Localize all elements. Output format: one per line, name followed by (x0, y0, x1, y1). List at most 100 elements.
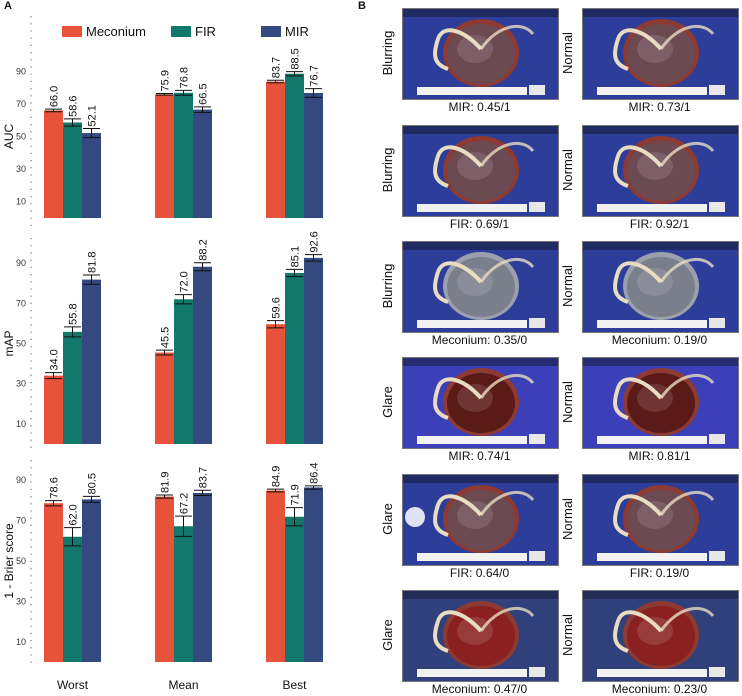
row-label-right: Normal (560, 32, 575, 74)
bar-fir-mean (174, 92, 193, 218)
y-tick-label: 70 (16, 99, 26, 109)
example-photo-left (402, 241, 559, 333)
panel-b-label: B (358, 0, 366, 12)
bar-fir-mean (174, 299, 193, 444)
y-tick-label: 30 (16, 596, 26, 606)
data-label: 81.9 (160, 472, 172, 493)
bar-meconium-best (266, 324, 285, 444)
data-label: 52.1 (87, 105, 99, 126)
example-photo-right (582, 8, 739, 100)
row-label-left: Glare (380, 386, 395, 418)
legend-swatch-mir (261, 26, 281, 37)
data-label: 62.0 (68, 504, 80, 525)
example-photo-left (402, 8, 559, 100)
bar-mir-worst (82, 499, 101, 662)
caption-right: Meconium: 0.23/0 (611, 682, 708, 696)
y-tick-label: 30 (16, 379, 26, 389)
caption-left: MIR: 0.74/1 (448, 449, 511, 463)
data-label: 72.0 (179, 271, 191, 292)
bar-mir-worst (82, 133, 101, 218)
bar-chart: Meconium FIR MIR 10 30 50 70 90 AUC 66.0 75.9 83.7 5… (2, 16, 323, 692)
data-label: 80.5 (87, 473, 99, 494)
data-label: 84.9 (271, 466, 283, 487)
example-photo-left (402, 474, 559, 566)
example-photo-right (582, 357, 739, 449)
y-tick-label: 10 (16, 419, 26, 429)
data-label: 66.0 (49, 86, 61, 107)
bar-meconium-worst (44, 503, 63, 662)
row-label-right: Normal (560, 381, 575, 423)
y-tick-label: 90 (16, 258, 26, 268)
data-label: 83.7 (198, 467, 210, 488)
bar-meconium-best (266, 490, 285, 662)
x-tick-label-mean: Mean (168, 678, 198, 692)
data-label: 58.6 (68, 95, 80, 116)
caption-right: MIR: 0.81/1 (628, 449, 691, 463)
data-label: 81.8 (87, 252, 99, 273)
y-axis-label: AUC (2, 124, 16, 150)
data-label: 85.1 (290, 246, 302, 267)
bar-mir-mean (193, 109, 212, 218)
panel-a-label: A (4, 0, 12, 12)
example-photo-right (582, 590, 739, 682)
y-tick-label: 50 (16, 556, 26, 566)
caption-right: FIR: 0.92/1 (629, 217, 690, 231)
bar-mir-mean (193, 266, 212, 444)
bar-meconium-worst (44, 110, 63, 218)
data-label: 71.9 (290, 484, 302, 505)
y-tick-label: 90 (16, 66, 26, 76)
example-photo-right (582, 125, 739, 217)
data-label: 75.9 (160, 70, 172, 91)
bar-fir-best (285, 272, 304, 444)
data-label: 92.6 (309, 231, 321, 252)
bar-fir-best (285, 516, 304, 662)
data-label: 55.8 (68, 303, 80, 324)
y-tick-label: 70 (16, 516, 26, 526)
bar-mir-best (304, 92, 323, 218)
caption-right: MIR: 0.73/1 (628, 100, 691, 114)
row-label-left: Blurring (380, 263, 395, 309)
data-label: 59.6 (271, 297, 283, 318)
example-photo-right (582, 474, 739, 566)
y-tick-label: 50 (16, 132, 26, 142)
bar-meconium-mean (155, 352, 174, 444)
x-tick-label-worst: Worst (57, 678, 89, 692)
bar-fir-worst (63, 536, 82, 662)
bar-meconium-best (266, 81, 285, 218)
bar-mir-best (304, 257, 323, 444)
bar-fir-mean (174, 526, 193, 662)
data-label: 83.7 (271, 57, 283, 78)
data-label: 67.2 (179, 493, 191, 514)
caption-left: FIR: 0.69/1 (449, 217, 510, 231)
bar-meconium-mean (155, 496, 174, 662)
y-tick-label: 70 (16, 298, 26, 308)
bar-fir-worst (63, 122, 82, 218)
row-label-right: Normal (560, 149, 575, 191)
y-tick-label: 10 (16, 197, 26, 207)
example-photo-left (402, 125, 559, 217)
bar-mir-mean (193, 492, 212, 662)
row-label-right: Normal (560, 265, 575, 307)
row-label-left: Glare (380, 619, 395, 651)
data-label: 88.5 (290, 48, 302, 69)
x-tick-label-best: Best (282, 678, 307, 692)
caption-right: Meconium: 0.19/0 (611, 333, 708, 347)
legend-label-fir: FIR (195, 24, 216, 39)
bar-mir-best (304, 487, 323, 662)
row-label-right: Normal (560, 614, 575, 656)
y-tick-label: 30 (16, 164, 26, 174)
data-label: 34.0 (49, 349, 61, 370)
bar-meconium-mean (155, 94, 174, 218)
caption-left: Meconium: 0.35/0 (431, 333, 528, 347)
bar-mir-worst (82, 279, 101, 444)
bar-fir-best (285, 73, 304, 219)
data-label: 76.7 (309, 65, 321, 86)
data-label: 86.4 (309, 462, 321, 483)
caption-left: Meconium: 0.47/0 (431, 682, 528, 696)
y-axis-label: 1 - Brier score (2, 523, 16, 599)
y-tick-label: 10 (16, 637, 26, 647)
row-label-left: Blurring (380, 147, 395, 193)
bar-fir-worst (63, 331, 82, 444)
example-photo-right (582, 241, 739, 333)
data-label: 88.2 (198, 239, 210, 260)
